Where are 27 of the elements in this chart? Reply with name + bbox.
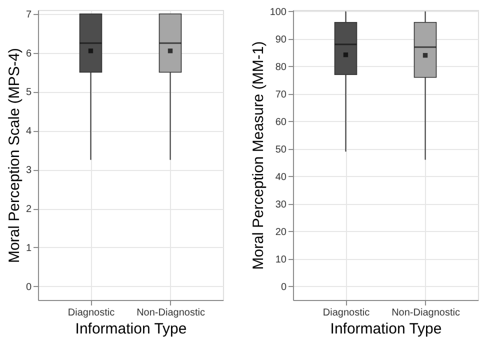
- y-tick-label: 2: [26, 204, 32, 216]
- y-axis-title: Moral Perception Measure (MM-1): [250, 41, 267, 270]
- x-axis-title: Information Type: [330, 320, 442, 338]
- y-tick-label: 50: [275, 144, 287, 156]
- x-tick-label: Non-Diagnostic: [136, 308, 205, 318]
- y-tick-label: 3: [26, 165, 32, 176]
- x-tick-label: Non-Diagnostic: [392, 308, 460, 318]
- y-tick-label: 20: [275, 226, 287, 238]
- y-axis-title: Moral Perception Scale (MPS-4): [6, 48, 23, 264]
- x-axis-title: Information Type: [75, 320, 187, 338]
- y-tick-label: 0: [280, 282, 287, 293]
- y-tick-label: 5: [26, 87, 32, 98]
- y-tick-label: 7: [26, 9, 32, 20]
- x-tick-label: Diagnostic: [68, 308, 115, 318]
- y-tick-label: 70: [275, 89, 287, 100]
- x-tick-label: Diagnostic: [322, 308, 370, 318]
- y-tick-label: 1: [26, 242, 32, 254]
- y-tick-label: 30: [275, 199, 287, 210]
- y-tick-label: 4: [26, 126, 32, 138]
- y-tick-label: 60: [275, 116, 287, 128]
- y-tick-label: 80: [275, 62, 287, 73]
- y-tick-label: 6: [26, 48, 32, 60]
- y-tick-label: 0: [26, 282, 32, 293]
- y-tick-label: 40: [275, 172, 287, 183]
- y-tick-label: 100: [270, 6, 287, 18]
- y-tick-label: 10: [275, 254, 287, 266]
- y-tick-label: 90: [275, 34, 287, 46]
